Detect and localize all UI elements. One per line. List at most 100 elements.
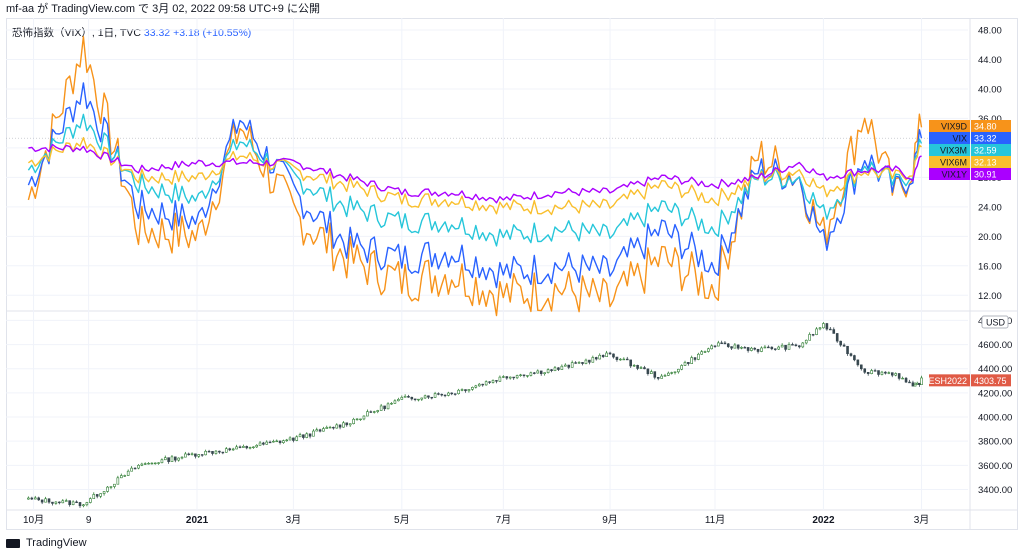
footer: TradingView	[6, 534, 87, 552]
candle-body	[150, 462, 154, 465]
candle-body	[733, 344, 737, 349]
chart-frame[interactable]	[6, 18, 1018, 530]
candle-body	[362, 415, 366, 420]
candle-body	[913, 383, 917, 387]
tag-name-vix: VIX	[952, 134, 967, 144]
candle-body	[667, 372, 670, 376]
y-tick-label: 12.00	[978, 291, 1002, 302]
y-tick-label: 4200.00	[978, 388, 1012, 399]
candle-body	[44, 498, 47, 503]
y-tick-label: 20.00	[978, 232, 1002, 243]
tag-name-es: ESH2022	[928, 376, 967, 386]
tag-name-vix9d: VIX9D	[941, 122, 968, 132]
candle-body	[194, 453, 197, 457]
y-tick-label: 4000.00	[978, 413, 1012, 424]
candle-body	[235, 446, 238, 450]
candle-body	[908, 381, 911, 384]
candle-body	[272, 440, 275, 443]
candle-body	[255, 445, 259, 448]
candle-body	[656, 377, 660, 379]
series-line-vix1y	[28, 143, 922, 204]
candle-body	[348, 423, 352, 426]
candle-body	[464, 389, 467, 392]
tag-name-bg-vix9d	[929, 120, 970, 132]
candle-body	[423, 395, 427, 399]
candle-body	[873, 370, 877, 372]
candle-body	[687, 362, 690, 364]
candle-body	[543, 372, 546, 374]
candle-body	[736, 344, 740, 349]
tag-value-vix3m: 32.59	[974, 146, 997, 156]
candle-body	[720, 342, 723, 344]
candle-body	[567, 364, 571, 368]
grid-lines	[6, 18, 1018, 530]
candle-body	[322, 428, 325, 432]
candle-body	[760, 347, 763, 352]
tag-value-bg-vix1y	[971, 168, 1011, 180]
y-tick-label: 16.00	[978, 261, 1002, 272]
candle-body	[427, 395, 430, 398]
candle-body	[204, 450, 207, 456]
candle-body	[763, 346, 767, 349]
candle-body	[598, 354, 602, 360]
candle-body	[471, 386, 474, 390]
candle-body	[403, 396, 407, 398]
candle-body	[829, 328, 832, 331]
candle-body	[302, 434, 305, 438]
candle-body	[670, 372, 673, 374]
candle-body	[636, 364, 639, 369]
candle-body	[619, 358, 622, 361]
candle-body	[352, 418, 355, 424]
candle-body	[773, 348, 777, 350]
candle-body	[856, 359, 860, 366]
y-tick-label: 3800.00	[978, 437, 1012, 448]
candle-body	[242, 446, 245, 448]
candle-body	[560, 365, 564, 370]
candle-body	[68, 500, 71, 505]
candle-body	[897, 373, 901, 379]
candle-body	[252, 446, 255, 449]
candle-body	[683, 362, 687, 366]
candle-body	[863, 368, 867, 373]
candle-body	[767, 346, 770, 349]
candle-body	[601, 354, 605, 357]
tag-name-bg-vix	[929, 132, 970, 144]
tag-name-vix3m: VIX3M	[940, 146, 967, 156]
candle-body	[801, 342, 805, 348]
candle-body	[143, 463, 147, 465]
candle-body	[157, 462, 160, 464]
series-line-vix3m	[27, 113, 923, 247]
x-tick-label: 10月	[23, 514, 44, 526]
candle-body	[410, 396, 414, 400]
candle-body	[918, 382, 921, 385]
candle-body	[170, 456, 174, 462]
x-tick-label: 3月	[914, 514, 930, 526]
candle-body	[880, 371, 884, 375]
candle-body	[804, 339, 808, 344]
candle-body	[693, 357, 697, 360]
candle-body	[653, 371, 657, 378]
candle-body	[697, 353, 700, 360]
candle-body	[491, 380, 495, 383]
candle-body	[147, 462, 150, 465]
candle-body	[113, 483, 116, 487]
x-tick-label: 2022	[812, 515, 835, 526]
candle-body	[390, 402, 393, 405]
candle-body	[519, 374, 522, 376]
candle-body	[258, 442, 262, 446]
footer-brand: TradingView	[26, 537, 87, 549]
candle-body	[780, 344, 784, 348]
candle-body	[376, 410, 380, 412]
candle-body	[37, 497, 40, 501]
candle-body	[717, 342, 720, 347]
candle-body	[413, 398, 417, 401]
candle-body	[629, 359, 632, 367]
x-tick-label: 2021	[186, 515, 209, 526]
candle-body	[581, 362, 584, 364]
candle-body	[784, 344, 787, 350]
candle-body	[262, 442, 265, 445]
candle-body	[221, 451, 225, 454]
candle-body	[27, 497, 30, 500]
candle-body	[177, 457, 180, 461]
